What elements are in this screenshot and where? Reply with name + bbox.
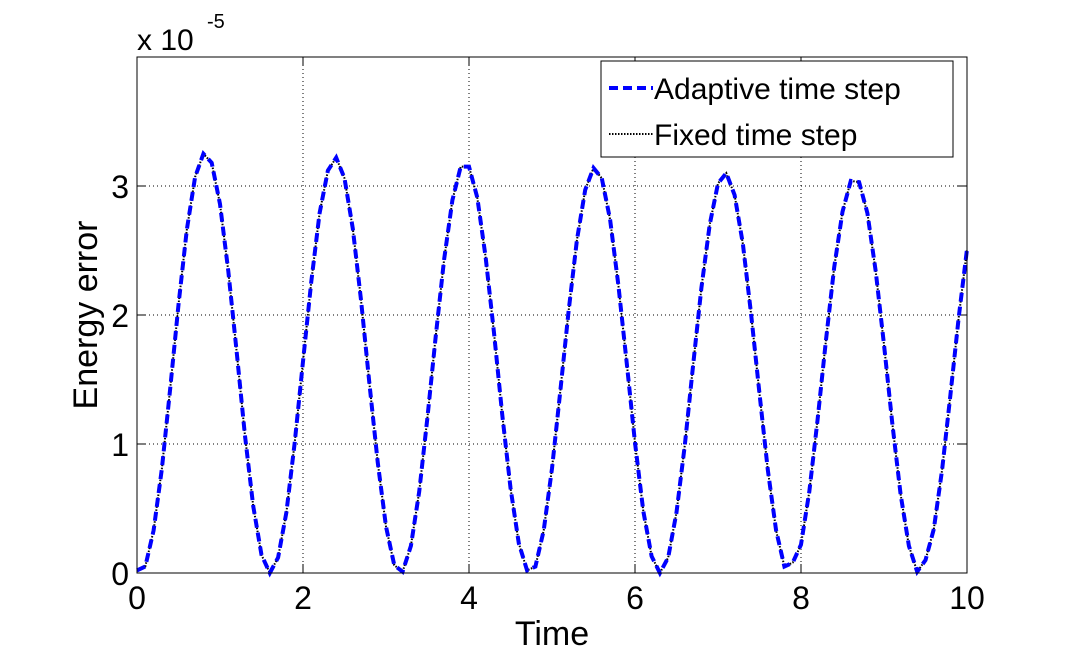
y-tick-label: 1 [111,427,129,463]
x-tick-label: 10 [949,580,985,616]
y-tick-label: 2 [111,298,129,334]
y-tick-label: 0 [111,556,129,592]
legend-box [600,60,954,158]
legend-label: Fixed time step [654,119,857,152]
y-tick-label: 3 [111,169,129,205]
x-tick-label: 2 [294,580,312,616]
x-tick-label: 8 [792,580,810,616]
x-tick-label: 0 [128,580,146,616]
y-multiplier-exponent: -5 [207,11,225,33]
y-axis-label: Energy error [67,221,105,410]
y-multiplier: x 10 [137,24,194,57]
series-line [136,151,968,576]
x-tick-label: 6 [626,580,644,616]
legend-label: Adaptive time step [654,73,901,106]
x-axis-label: Time [515,615,589,653]
series-line [136,149,969,578]
plot-frame [136,56,968,574]
x-tick-label: 4 [460,580,478,616]
